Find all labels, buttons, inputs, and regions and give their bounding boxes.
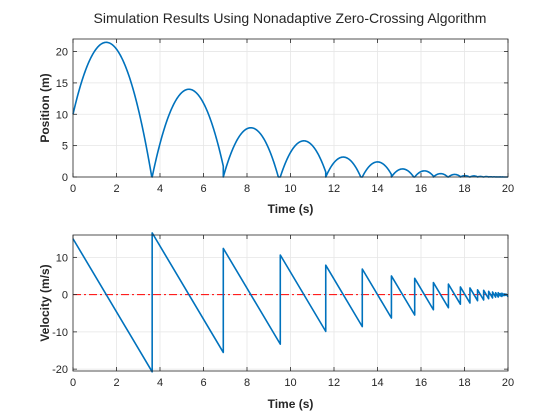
velocity-x-tick-label: 18 [458, 377, 470, 389]
velocity-y-tick-label: -20 [52, 364, 68, 376]
velocity-x-tick-label: 14 [371, 377, 383, 389]
position-x-tick-label: 14 [371, 183, 383, 195]
position-x-axis-label: Time (s) [268, 202, 314, 216]
position-y-axis-label: Position (m) [38, 73, 52, 142]
velocity-y-tick-label: 0 [62, 290, 68, 302]
velocity-x-tick-label: 10 [284, 377, 296, 389]
position-x-tick-label: 10 [284, 183, 296, 195]
position-x-tick-label: 2 [113, 183, 119, 195]
position-series-line [72, 41, 509, 178]
position-x-tick-label: 6 [200, 183, 206, 195]
position-y-tick-label: 20 [56, 47, 68, 59]
position-x-tick-label: 12 [328, 183, 340, 195]
velocity-subplot: 0 2 4 6 8 10 12 14 16 18 20 -20 -10 0 10 Time (s) Velo… [38, 232, 514, 411]
position-ticks: 0 2 4 6 8 10 12 14 16 18 20 0 5 10 15 20 [56, 39, 514, 195]
velocity-grid [72, 235, 509, 371]
position-y-tick-label: 0 [62, 172, 68, 184]
position-series [72, 41, 509, 178]
velocity-x-tick-label: 20 [502, 377, 514, 389]
velocity-ticks: 0 2 4 6 8 10 12 14 16 18 20 -20 -10 0 10 [52, 235, 514, 389]
velocity-x-axis-label: Time (s) [268, 397, 314, 411]
figure-title: Simulation Results Using Nonadaptive Zer… [94, 10, 487, 26]
velocity-x-tick-label: 8 [244, 377, 250, 389]
velocity-x-tick-label: 4 [157, 377, 163, 389]
velocity-y-axis-label: Velocity (m/s) [38, 264, 52, 341]
velocity-x-tick-label: 16 [415, 377, 427, 389]
position-y-tick-label: 15 [56, 78, 68, 90]
velocity-x-tick-label: 0 [70, 377, 76, 389]
position-x-tick-label: 4 [157, 183, 163, 195]
velocity-y-tick-label: -10 [52, 327, 68, 339]
position-x-tick-label: 18 [458, 183, 470, 195]
velocity-y-tick-label: 10 [56, 252, 68, 264]
position-x-tick-label: 16 [415, 183, 427, 195]
position-x-tick-label: 0 [70, 183, 76, 195]
velocity-x-tick-label: 2 [113, 377, 119, 389]
velocity-x-tick-label: 12 [328, 377, 340, 389]
position-x-tick-label: 8 [244, 183, 250, 195]
position-y-tick-label: 10 [56, 109, 68, 121]
position-y-tick-label: 5 [62, 141, 68, 153]
position-x-tick-label: 20 [502, 183, 514, 195]
position-subplot: 0 2 4 6 8 10 12 14 16 18 20 0 5 10 15 20 Time (s) Posit… [38, 38, 514, 216]
velocity-x-tick-label: 6 [200, 377, 206, 389]
